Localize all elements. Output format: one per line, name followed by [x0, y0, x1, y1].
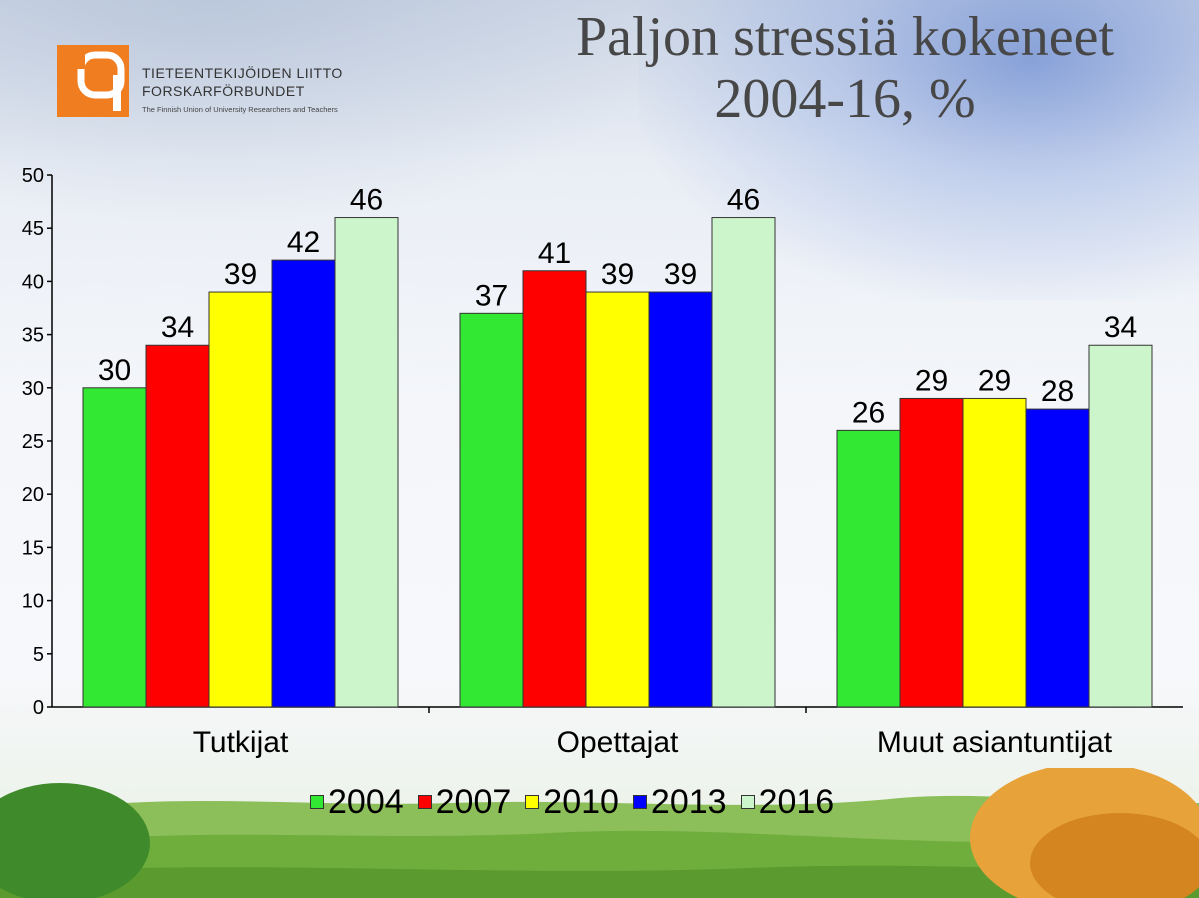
- bar-2004-opettajat: [459, 312, 524, 708]
- legend-swatch: [310, 795, 324, 809]
- data-label: 28: [1041, 375, 1074, 408]
- data-label: 39: [224, 258, 257, 291]
- data-label: 41: [538, 237, 571, 270]
- union-logo: TIETEENTEKIJÖIDEN LIITTO FORSKARFÖRBUNDE…: [57, 45, 417, 125]
- bar-2010-tutkijat: [208, 291, 273, 708]
- y-tick-label: 20: [22, 484, 44, 506]
- y-tick-label: 30: [22, 378, 44, 400]
- legend-swatch: [525, 795, 540, 809]
- data-label: 39: [664, 258, 697, 291]
- y-tick-label: 50: [22, 165, 44, 187]
- chart-title-line2: 2004-16, %: [714, 68, 976, 130]
- legend-item: 2010: [525, 783, 619, 822]
- bar-2016-muut-asiantuntijat: [1088, 344, 1153, 708]
- bar-2013-tutkijat: [271, 259, 336, 708]
- y-tick-label: 35: [22, 325, 44, 347]
- legend-swatch: [740, 795, 755, 809]
- data-label: 29: [978, 364, 1011, 397]
- bar-2016-tutkijat: [334, 217, 399, 708]
- bar-2013-muut-asiantuntijat: [1025, 408, 1090, 708]
- logo-mark-icon: [57, 45, 129, 117]
- y-tick-label: 0: [33, 697, 44, 719]
- logo-name-finnish: TIETEENTEKIJÖIDEN LIITTO: [142, 65, 343, 81]
- y-tick-label: 40: [22, 271, 44, 293]
- data-label: 34: [1104, 311, 1137, 344]
- bar-2004-muut-asiantuntijat: [836, 429, 901, 708]
- bar-2016-opettajat: [711, 217, 776, 708]
- bar-chart: 0 5 10 15 20 25 30 35 40 45 50 30 34 39 42 46 Tutkijat 37…: [22, 165, 1183, 759]
- chart-legend: 2004 2007 2010 2013 2016: [310, 780, 834, 824]
- category-label: Opettajat: [557, 726, 679, 759]
- data-label: 37: [475, 279, 508, 312]
- legend-label: 2013: [650, 782, 727, 821]
- legend-item: 2004: [310, 783, 404, 822]
- bar-2004-tutkijat: [82, 387, 147, 708]
- chart-title: Paljon stressiä kokeneet 2004-16, %: [480, 6, 1199, 130]
- y-tick-label: 45: [22, 218, 44, 240]
- bar-2010-muut-asiantuntijat: [962, 397, 1027, 708]
- legend-label: 2004: [328, 782, 404, 821]
- data-label: 26: [852, 396, 885, 429]
- data-label: 42: [287, 226, 320, 259]
- data-label: 30: [98, 354, 131, 387]
- bar-2007-tutkijat: [145, 344, 210, 708]
- y-tick-label: 10: [22, 591, 44, 613]
- data-label: 34: [161, 311, 194, 344]
- logo-name-swedish: FORSKARFÖRBUNDET: [142, 83, 305, 99]
- bar-2013-opettajat: [648, 291, 713, 708]
- category-label: Muut asiantuntijat: [877, 726, 1113, 759]
- bar-2007-muut-asiantuntijat: [899, 397, 964, 708]
- data-label: 46: [350, 184, 383, 217]
- legend-item: 2013: [632, 782, 727, 822]
- bar-2010-opettajat: [585, 291, 650, 708]
- category-label: Tutkijat: [193, 726, 289, 759]
- data-label: 29: [915, 364, 948, 397]
- chart-title-line1: Paljon stressiä kokeneet: [575, 6, 1115, 68]
- bar-2007-opettajat: [522, 270, 587, 708]
- data-label: 46: [727, 184, 760, 217]
- legend-label: 2010: [543, 782, 619, 821]
- legend-swatch: [417, 795, 432, 809]
- legend-swatch: [632, 795, 647, 809]
- data-label: 39: [601, 258, 634, 291]
- legend-item: 2016: [740, 782, 835, 822]
- legend-item: 2007: [417, 782, 512, 822]
- legend-label: 2016: [758, 782, 835, 821]
- y-tick-label: 15: [22, 537, 44, 559]
- legend-label: 2007: [435, 782, 512, 821]
- y-tick-label: 5: [33, 644, 44, 666]
- logo-name-english: The Finnish Union of University Research…: [142, 105, 338, 114]
- y-tick-label: 25: [22, 431, 44, 453]
- landscape-background: [0, 768, 1199, 898]
